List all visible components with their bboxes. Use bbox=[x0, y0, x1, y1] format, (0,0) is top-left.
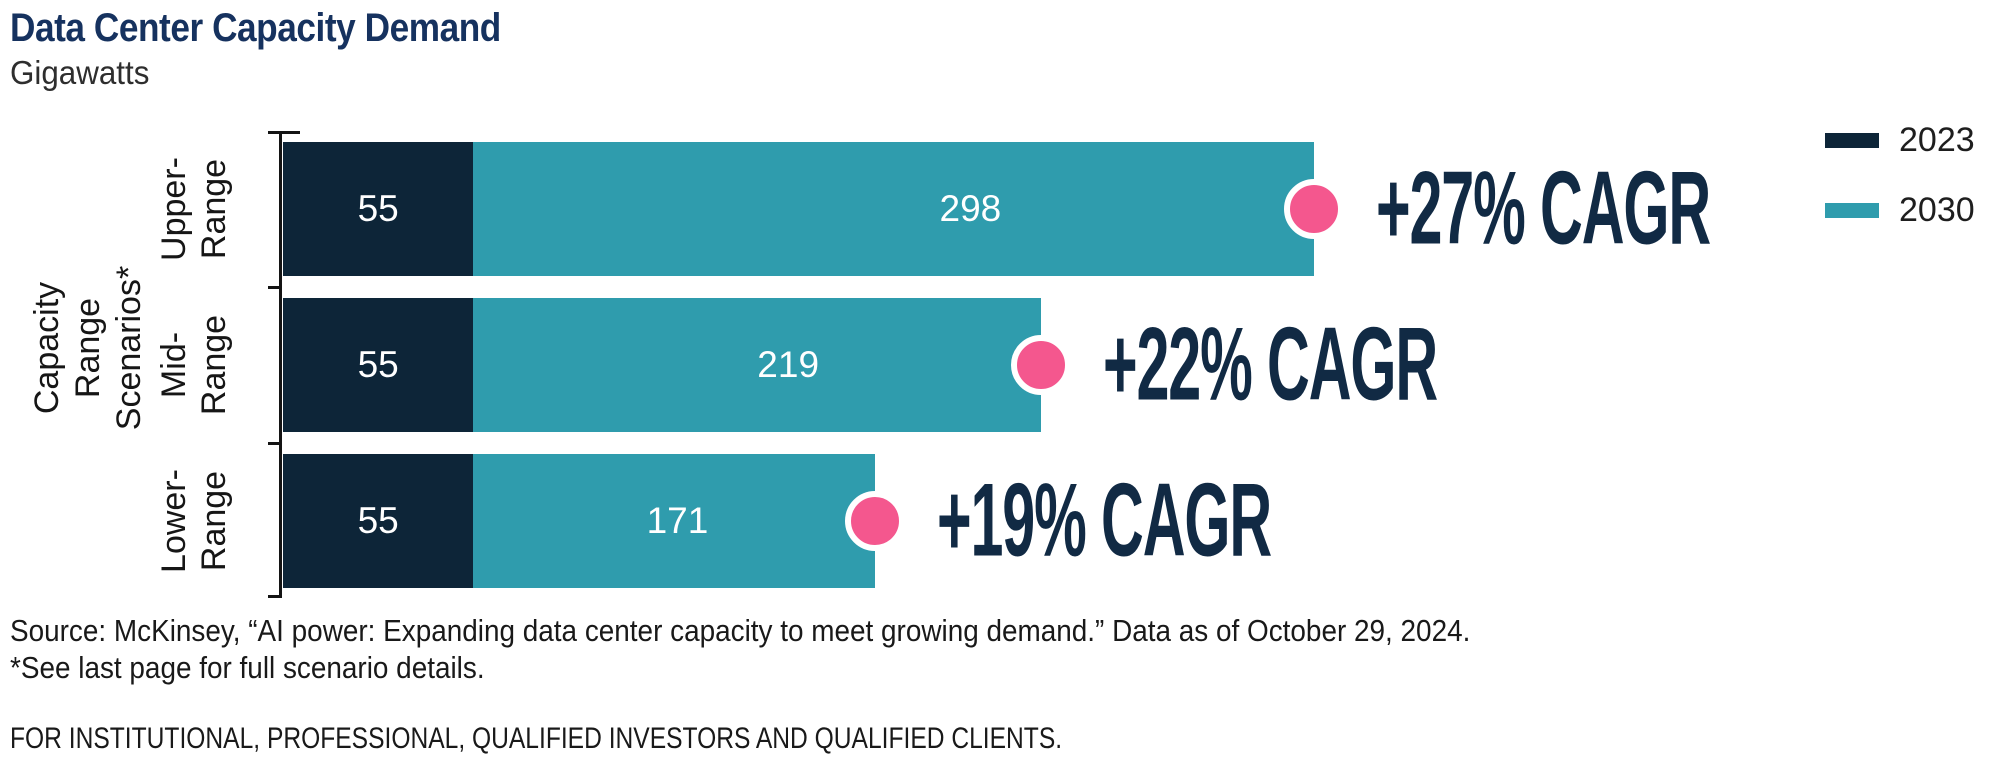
bar-row-upper-range: Upper- Range 55 298 +27% CAGR bbox=[155, 142, 1983, 276]
disclaimer: FOR INSTITUTIONAL, PROFESSIONAL, QUALIFI… bbox=[10, 722, 1063, 755]
y-axis-tick bbox=[268, 131, 300, 134]
y-axis-tick bbox=[268, 442, 282, 445]
bar-row-lower-range: Lower- Range 55 171 +19% CAGR bbox=[155, 454, 1983, 588]
bar-row-mid-range: Mid- Range 55 219 +22% CAGR bbox=[155, 298, 1983, 432]
legend-label-2023: 2023 bbox=[1899, 120, 1975, 159]
legend-swatch-2030 bbox=[1825, 202, 1879, 218]
legend-item-2030: 2030 bbox=[1825, 190, 1975, 230]
category-label-lower-range: Lower- Range bbox=[154, 436, 244, 606]
legend-swatch-2023 bbox=[1825, 132, 1879, 148]
category-label-line1: Lower- bbox=[155, 469, 193, 573]
bar-value-2023: 55 bbox=[357, 344, 399, 385]
bar-segment-2030 bbox=[473, 298, 1041, 432]
category-label-upper-range: Upper- Range bbox=[154, 124, 244, 294]
bar-segment-2023 bbox=[283, 298, 474, 432]
y-axis-title-line1: Capacity Range bbox=[28, 281, 107, 415]
y-axis-tick bbox=[268, 595, 282, 598]
y-axis-tick bbox=[268, 286, 282, 289]
source-line: Source: McKinsey, “AI power: Expanding d… bbox=[10, 613, 1471, 648]
bar-value-2023: 55 bbox=[357, 188, 399, 229]
bar-value-2023: 55 bbox=[357, 500, 399, 541]
bar-value-2030: 219 bbox=[757, 344, 820, 385]
category-label-mid-range: Mid- Range bbox=[154, 280, 244, 450]
bar-segment-2023 bbox=[283, 142, 474, 276]
legend: 2023 2030 bbox=[1825, 120, 1975, 260]
cagr-marker-dot bbox=[844, 491, 905, 551]
cagr-label: +27% CAGR bbox=[1376, 150, 1711, 267]
category-label-line2: Range bbox=[195, 158, 233, 260]
category-label-line1: Upper- bbox=[155, 157, 193, 261]
category-label-line2: Range bbox=[195, 470, 233, 572]
cagr-marker-dot bbox=[1284, 179, 1345, 239]
category-label-line1: Mid- bbox=[155, 331, 193, 399]
cagr-label: +22% CAGR bbox=[1102, 306, 1438, 423]
bar-value-2030: 171 bbox=[646, 500, 709, 541]
bar-value-2030: 298 bbox=[939, 188, 1002, 229]
legend-label-2030: 2030 bbox=[1899, 190, 1975, 229]
footnote: *See last page for full scenario details… bbox=[10, 650, 485, 685]
y-axis-title-line2: Scenarios* bbox=[110, 265, 148, 431]
bar-segment-2023 bbox=[283, 454, 474, 588]
chart-unit-label: Gigawatts bbox=[10, 54, 150, 91]
chart-title: Data Center Capacity Demand bbox=[10, 6, 501, 50]
bar-segment-2030 bbox=[473, 454, 875, 588]
y-axis-title: Capacity Range Scenarios* bbox=[27, 228, 148, 468]
category-label-line2: Range bbox=[195, 314, 233, 416]
cagr-label: +19% CAGR bbox=[936, 462, 1272, 579]
cagr-marker-dot bbox=[1010, 335, 1071, 395]
source-block: Source: McKinsey, “AI power: Expanding d… bbox=[10, 612, 1470, 686]
legend-item-2023: 2023 bbox=[1825, 120, 1975, 160]
y-axis-line bbox=[279, 131, 282, 598]
bar-segment-2030 bbox=[473, 142, 1315, 276]
